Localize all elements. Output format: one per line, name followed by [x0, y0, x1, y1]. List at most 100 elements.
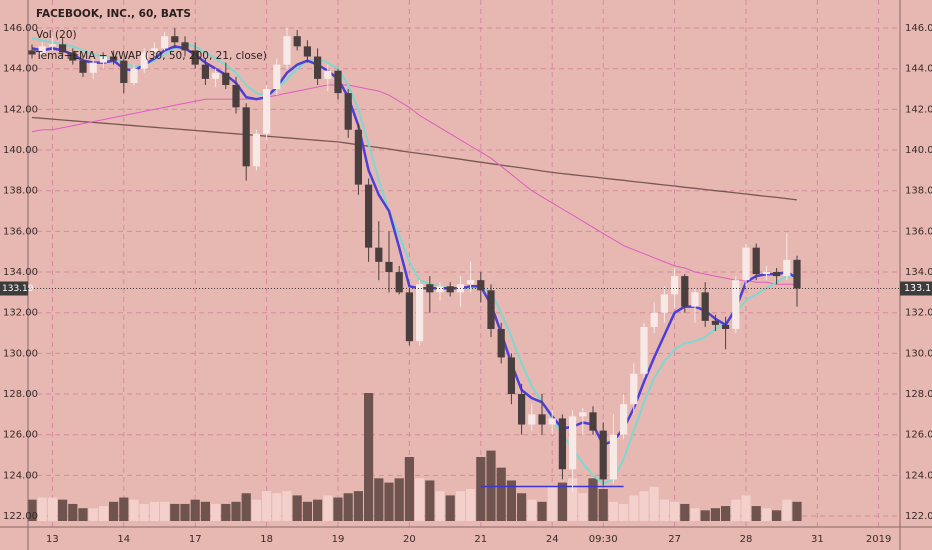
candle-body [161, 36, 169, 49]
candle-body [732, 280, 740, 329]
x-tick-label: 24 [546, 534, 559, 545]
volume-bar [374, 478, 384, 521]
candle-body [528, 414, 536, 425]
candle-body [150, 48, 158, 53]
candle-body [589, 412, 597, 431]
volume-bar [119, 497, 129, 521]
y-tick-label: 144.00 [905, 64, 932, 75]
x-tick-label: 21 [474, 534, 487, 545]
volume-bar [170, 503, 180, 521]
candle-body [762, 272, 770, 275]
candle-body [283, 36, 291, 65]
y-tick-label: 136.00 [3, 226, 38, 237]
volume-bar [649, 486, 659, 521]
candle-body [711, 320, 719, 325]
indicator-legend: Tema+EMA + VWAP (30, 50, 200, 21, close) [35, 50, 267, 62]
candle-body [375, 247, 383, 262]
candle-body [365, 184, 373, 248]
volume-bar [364, 393, 374, 521]
candle-body [446, 286, 454, 293]
candle-body [681, 276, 689, 307]
volume-bar [109, 501, 119, 521]
candle-body [487, 290, 495, 329]
volume-bar [476, 457, 486, 521]
candle-body [140, 52, 148, 69]
volume-bar [302, 501, 312, 521]
y-tick-label: 122.00 [3, 511, 38, 522]
candle-body [630, 373, 638, 405]
x-tick-label: 09:30 [589, 534, 618, 545]
y-tick-label: 142.00 [905, 104, 932, 115]
candle-body [558, 418, 566, 470]
candle-body [671, 276, 679, 295]
volume-bar [323, 495, 333, 521]
volume-bar [272, 493, 282, 521]
y-tick-label: 140.00 [905, 145, 932, 156]
volume-bar [506, 480, 516, 521]
volume-bar [772, 510, 782, 521]
volume-bar [445, 495, 455, 521]
candles [28, 28, 801, 492]
x-tick-label: 27 [668, 534, 681, 545]
volume-bar [690, 508, 700, 521]
volume-bar [568, 478, 578, 521]
candle-body [742, 247, 750, 281]
x-tick-label: 13 [46, 534, 59, 545]
candle-body [232, 84, 240, 108]
volume-bar [149, 501, 159, 521]
candle-body [569, 416, 577, 470]
candle-body [507, 357, 515, 395]
candle-body [181, 42, 189, 51]
volume-bar [608, 501, 618, 521]
volume-bar [598, 489, 608, 521]
y-tick-label: 138.00 [3, 186, 38, 197]
candle-body [405, 292, 413, 342]
volume-bar [496, 467, 506, 521]
volume-bar [425, 480, 435, 521]
volume-bar [211, 503, 221, 521]
x-tick-label: 14 [117, 534, 130, 545]
candle-body [660, 294, 668, 313]
candle-body [793, 259, 801, 289]
volume-bar [251, 499, 261, 521]
candle-body [477, 280, 485, 291]
volume-bar [435, 491, 445, 521]
candle-body [324, 70, 332, 79]
y-tick-label: 128.00 [3, 389, 38, 400]
volume-bar [680, 503, 690, 521]
y-tick-label: 126.00 [3, 430, 38, 441]
volume-bar [129, 499, 139, 521]
volume-bar [190, 499, 200, 521]
candle-body [303, 46, 311, 57]
volume-bar [547, 486, 557, 521]
volume-bar [455, 491, 465, 521]
y-tick-label: 126.00 [905, 430, 932, 441]
candle-body [385, 261, 393, 273]
volume [27, 393, 802, 521]
x-tick-label: 17 [189, 534, 202, 545]
volume-bar [394, 478, 404, 521]
indicator-lines [31, 37, 798, 488]
y-tick-label: 142.00 [3, 104, 38, 115]
volume-bar [792, 501, 802, 521]
candle-body [252, 133, 260, 167]
volume-bar [98, 506, 108, 521]
candle-body [79, 60, 87, 73]
volume-bar [629, 495, 639, 521]
volume-legend: Vol (20) [36, 29, 77, 41]
candle-body [89, 62, 97, 73]
volume-bar [751, 506, 761, 521]
y-tick-label: 134.00 [3, 267, 38, 278]
volume-bar [517, 493, 527, 521]
y-tick-label: 122.00 [905, 511, 932, 522]
candle-body [212, 72, 220, 79]
candle-body [28, 50, 36, 55]
candle-body [222, 72, 230, 85]
volume-bar [384, 482, 394, 521]
volume-bar [639, 491, 649, 521]
volume-bar [68, 503, 78, 521]
candle-body [640, 326, 648, 374]
x-tick-label: 31 [811, 534, 824, 545]
